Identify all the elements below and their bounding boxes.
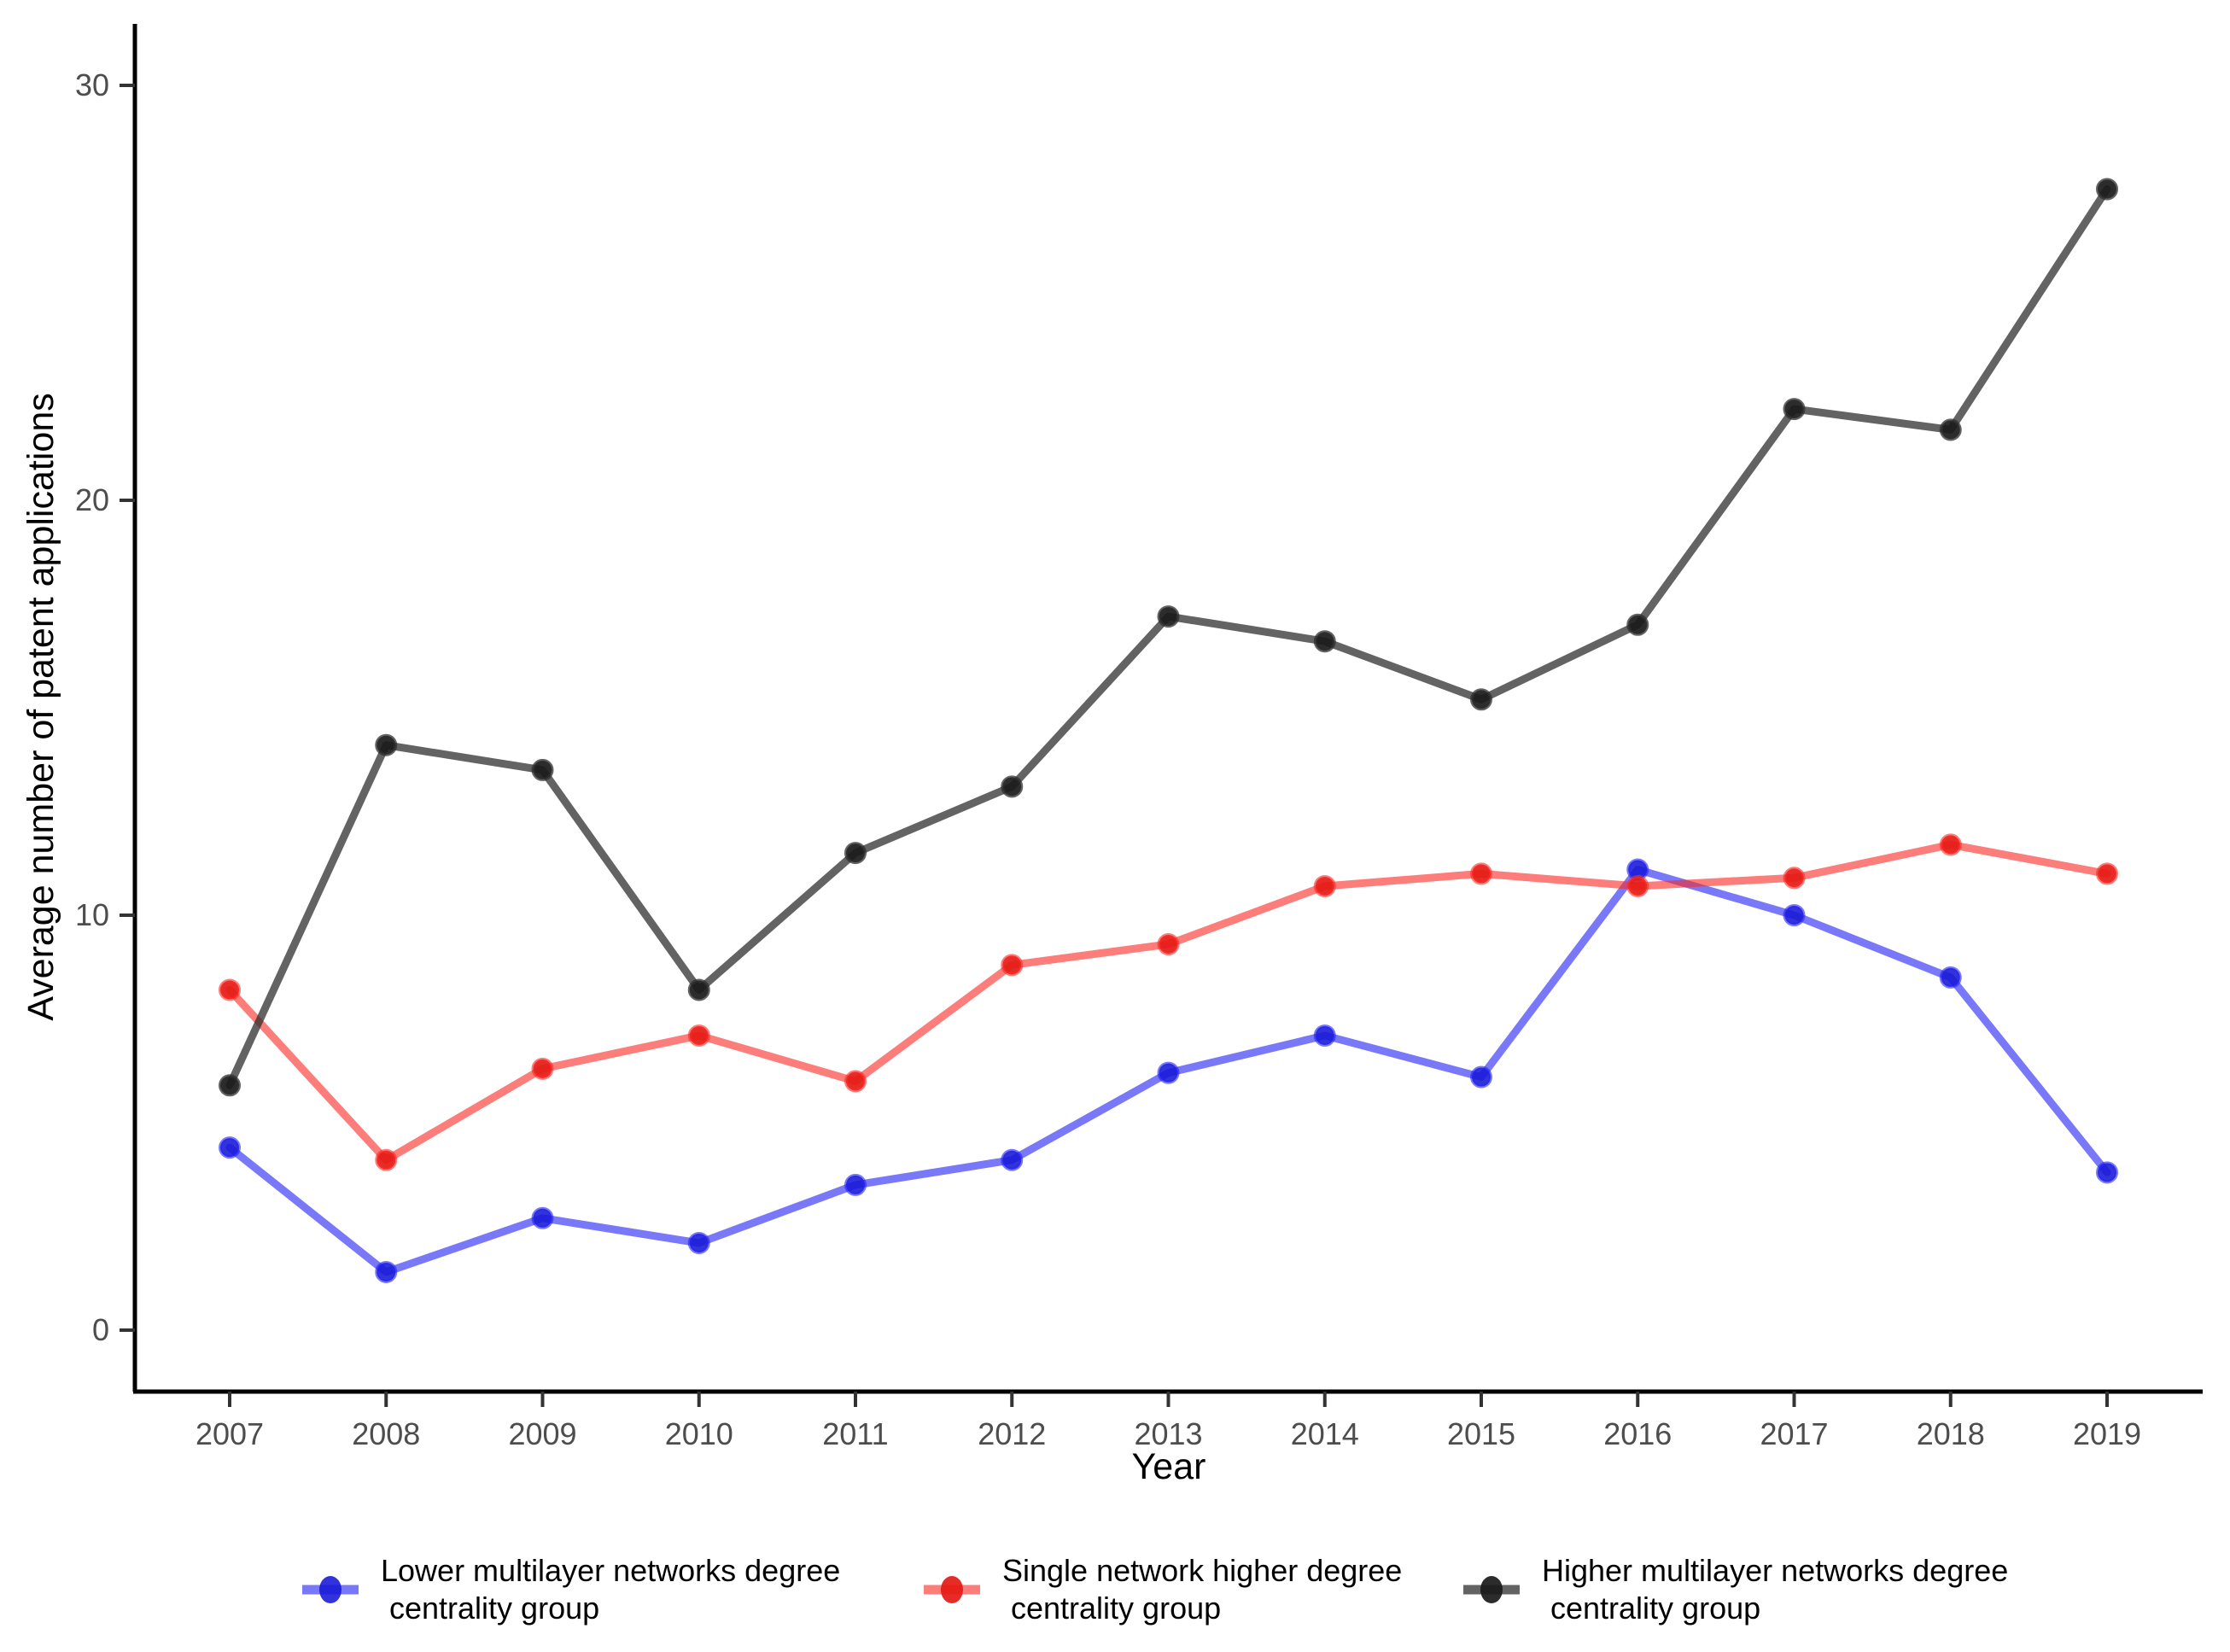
series-0-point-2011 [844, 1173, 867, 1196]
x-tick-label: 2009 [508, 1416, 576, 1451]
y-tick-label: 0 [92, 1312, 109, 1347]
series-1-point-2016 [1626, 874, 1649, 897]
series-2-point-2011 [844, 842, 867, 865]
x-tick-label: 2018 [1917, 1416, 1985, 1451]
series-2-point-2017 [1783, 398, 1806, 421]
series-2-point-2008 [375, 733, 398, 756]
x-tick-label: 2013 [1134, 1416, 1202, 1451]
y-tick-label: 10 [75, 897, 109, 932]
series-1-point-2019 [2096, 862, 2118, 885]
series-1-point-2007 [219, 978, 241, 1001]
x-tick-label: 2007 [196, 1416, 264, 1451]
series-1-point-2008 [375, 1148, 398, 1171]
series-0-point-2014 [1313, 1024, 1336, 1047]
series-1-point-2012 [1001, 954, 1024, 977]
series-2-point-2016 [1626, 613, 1649, 636]
x-axis-title: Year [1131, 1446, 1206, 1487]
series-2-point-2009 [531, 758, 554, 781]
legend-key-red-line-point-icon [924, 1575, 980, 1603]
series-1-point-2009 [531, 1057, 554, 1080]
series-1-point-2013 [1157, 933, 1180, 956]
series-0-point-2007 [219, 1136, 241, 1159]
legend-label-single-network: Single network higher degree centrality … [1002, 1553, 1403, 1626]
series-line-1 [225, 840, 2111, 1165]
chart-legend: Lower multilayer networks degree central… [0, 1537, 2230, 1639]
series-0-point-2010 [687, 1231, 710, 1254]
legend-entry-higher-multilayer: Higher multilayer networks degree centra… [1462, 1552, 2008, 1627]
legend-entry-lower-multilayer: Lower multilayer networks degree central… [301, 1552, 840, 1627]
legend-entry-single-network: Single network higher degree centrality … [922, 1552, 1402, 1627]
series-1-point-2018 [1939, 833, 1962, 856]
series-0-point-2012 [1001, 1148, 1024, 1171]
series-0-point-2008 [375, 1260, 398, 1283]
x-tick-label: 2010 [665, 1416, 733, 1451]
x-tick-label: 2012 [978, 1416, 1046, 1451]
y-tick-label: 30 [75, 67, 109, 102]
series-2-point-2015 [1470, 688, 1492, 711]
x-tick-label: 2019 [2073, 1416, 2141, 1451]
series-1-point-2017 [1783, 867, 1806, 890]
series-2-point-2007 [219, 1074, 241, 1097]
x-tick-label: 2011 [822, 1416, 888, 1451]
legend-key-blue-line-point-icon [302, 1575, 359, 1603]
legend-label-higher-multilayer: Higher multilayer networks degree centra… [1542, 1553, 2009, 1626]
legend-key-gray-line-point-icon [1463, 1575, 1520, 1603]
series-2-point-2012 [1001, 775, 1024, 798]
x-tick-label: 2016 [1603, 1416, 1672, 1451]
series-1-point-2014 [1313, 874, 1336, 897]
series-1-point-2015 [1470, 862, 1492, 885]
x-tick-label: 2015 [1447, 1416, 1515, 1451]
series-2-point-2013 [1157, 605, 1180, 628]
series-0-point-2015 [1470, 1065, 1492, 1089]
series-0-point-2009 [531, 1206, 554, 1229]
series-2-point-2010 [687, 978, 710, 1001]
series-1-point-2011 [844, 1070, 867, 1093]
series-0-point-2019 [2096, 1161, 2118, 1184]
legend-label-lower-multilayer: Lower multilayer networks degree central… [381, 1553, 841, 1626]
y-tick-label: 20 [75, 482, 109, 517]
series-2-point-2018 [1939, 418, 1962, 441]
series-0-point-2018 [1939, 966, 1962, 989]
series-0-point-2013 [1157, 1061, 1180, 1084]
x-tick-label: 2008 [352, 1416, 420, 1451]
series-2-point-2014 [1313, 630, 1336, 653]
series-2-point-2019 [2096, 178, 2118, 201]
x-tick-label: 2014 [1291, 1416, 1359, 1451]
series-0-point-2017 [1783, 904, 1806, 926]
x-tick-label: 2017 [1760, 1416, 1828, 1451]
series-1-point-2010 [687, 1024, 710, 1047]
